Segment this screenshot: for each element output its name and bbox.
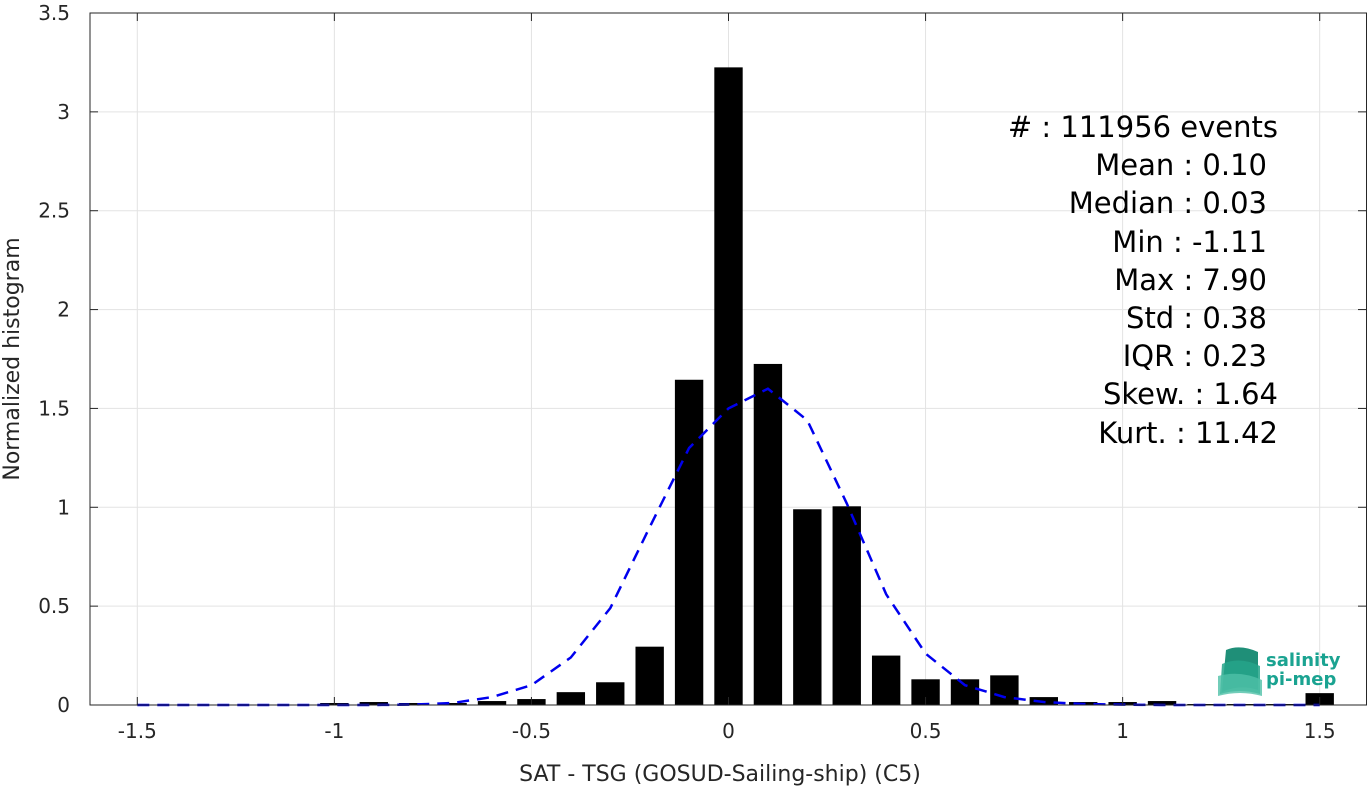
x-tick-label: -1	[324, 719, 344, 743]
histogram-bar	[950, 679, 980, 705]
x-tick-label: 1	[1116, 719, 1129, 743]
stat-min: Min : -1.11	[1112, 225, 1267, 259]
logo-line1: salinity	[1266, 650, 1341, 671]
y-tick-label: 1	[57, 495, 70, 519]
histogram-bar	[753, 363, 783, 705]
stat-iqr: IQR : 0.23	[1123, 339, 1267, 373]
stat-max: Max : 7.90	[1114, 263, 1267, 297]
x-tick-label: 1.5	[1304, 719, 1336, 743]
histogram-bar	[477, 701, 507, 705]
y-tick-label: 3	[57, 100, 70, 124]
bars	[320, 67, 1334, 705]
logo-line2: pi-mep	[1266, 669, 1336, 690]
histogram-bar	[714, 67, 743, 705]
stat-count: # : 111956 events	[1008, 110, 1278, 144]
x-tick-label: 0.5	[910, 719, 942, 743]
stat-mean: Mean : 0.10	[1095, 148, 1267, 182]
y-tick-label: 2	[57, 298, 70, 322]
histogram-bar	[635, 646, 664, 705]
histogram-bar	[793, 509, 822, 705]
x-tick-label: -1.5	[118, 719, 157, 743]
stat-std: Std : 0.38	[1126, 301, 1267, 335]
histogram-bar	[556, 692, 586, 705]
histogram-bar	[1147, 701, 1177, 705]
histogram-bar	[871, 655, 901, 705]
histogram-bar	[596, 682, 625, 705]
y-tick-label: 0	[57, 693, 70, 717]
histogram-bar	[674, 379, 704, 705]
wave-logo-icon	[1218, 647, 1262, 696]
stat-kurt: Kurt. : 11.42	[1098, 416, 1278, 450]
histogram-bar	[832, 506, 861, 705]
y-tick-label: 1.5	[38, 396, 70, 420]
x-axis-label: SAT - TSG (GOSUD-Sailing-ship) (C5)	[519, 762, 921, 787]
salinity-pimep-logo: salinity pi-mep	[1218, 647, 1341, 696]
y-axis-label: Normalized histogram	[0, 237, 25, 480]
y-tick-label: 0.5	[38, 594, 70, 618]
x-tick-label: 0	[722, 719, 735, 743]
y-tick-label: 3.5	[38, 1, 70, 25]
histogram-bar	[359, 702, 388, 705]
stat-skew: Skew. : 1.64	[1103, 377, 1278, 411]
histogram-bar	[438, 703, 467, 705]
stat-median: Median : 0.03	[1069, 186, 1267, 220]
y-tick-label: 2.5	[38, 199, 70, 223]
ticks: -1.5 -1 -0.5 0 0.5 1 1.5 0 0.5 1 1.5 2 2.5 3 3.5	[38, 1, 1366, 743]
histogram-bar	[990, 675, 1019, 705]
stats-box: # : 111956 events Mean : 0.10 Median : 0…	[1008, 110, 1278, 450]
histogram-bar	[399, 703, 428, 705]
x-tick-label: -0.5	[512, 719, 551, 743]
